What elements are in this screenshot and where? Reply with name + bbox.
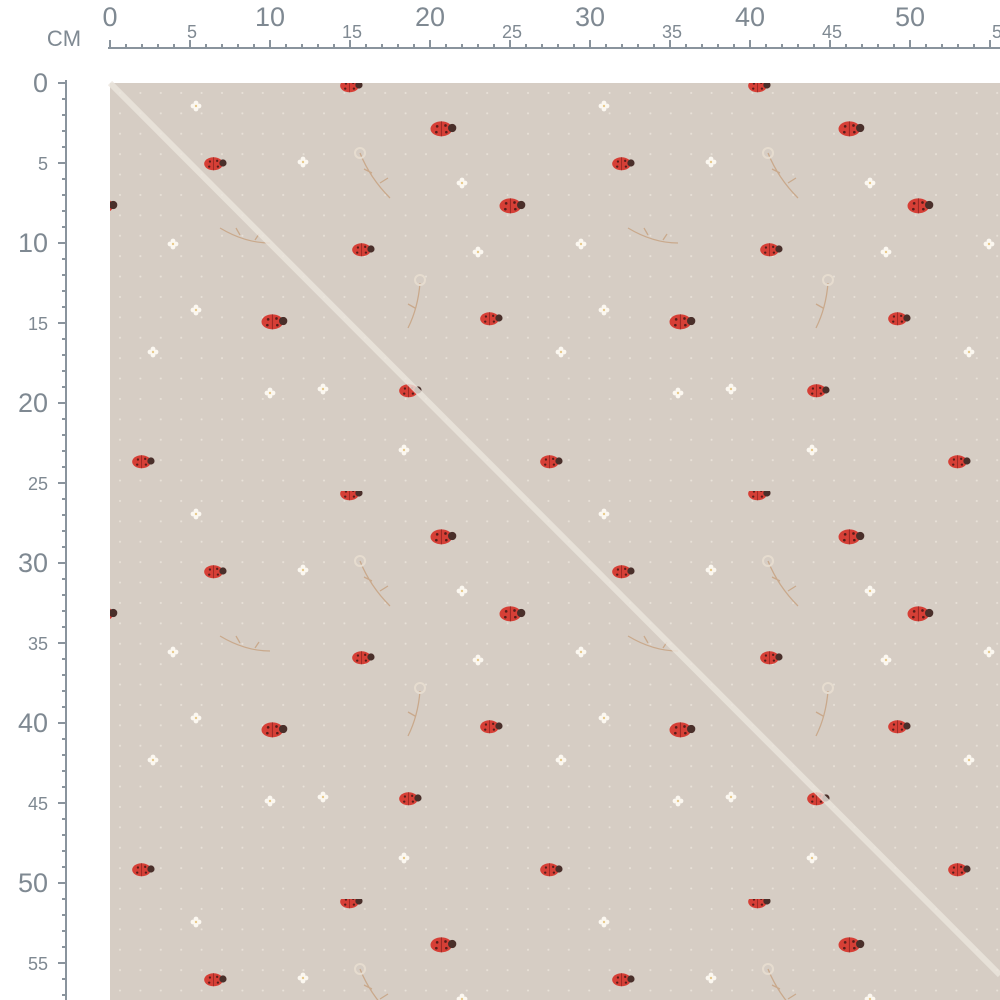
left-ruler-label: 35 xyxy=(28,634,48,654)
fabric xyxy=(107,80,1000,1000)
left-ruler-label: 45 xyxy=(28,794,48,814)
top-ruler-label: 35 xyxy=(662,22,682,42)
top-ruler-label: 40 xyxy=(735,2,765,32)
left-ruler-label: 30 xyxy=(18,548,48,578)
left-ruler-label: 5 xyxy=(38,154,48,174)
left-ruler-label: 10 xyxy=(18,228,48,258)
top-ruler-label: 10 xyxy=(255,2,285,32)
top-ruler: 0 5 10 15 20 25 30 35 40 45 50 55 xyxy=(102,2,1000,49)
left-ruler-label: 20 xyxy=(18,388,48,418)
left-ruler-label: 50 xyxy=(18,868,48,898)
left-ruler-label: 55 xyxy=(28,954,48,974)
top-ruler-label: 55 xyxy=(992,22,1000,42)
left-ruler-label: 25 xyxy=(28,474,48,494)
top-ruler-label: 30 xyxy=(575,2,605,32)
left-ruler-label: 40 xyxy=(18,708,48,738)
top-ruler-label: 20 xyxy=(415,2,445,32)
top-ruler-label: 25 xyxy=(502,22,522,42)
unit-label: CM xyxy=(47,26,81,51)
top-ruler-label: 0 xyxy=(102,2,117,32)
top-ruler-label: 15 xyxy=(342,22,362,42)
top-ruler-label: 50 xyxy=(895,2,925,32)
left-ruler-label: 15 xyxy=(28,314,48,334)
left-ruler: 0 5 10 15 20 25 30 35 40 45 50 55 xyxy=(18,68,67,1000)
top-ruler-label: 5 xyxy=(187,22,197,42)
left-ruler-label: 0 xyxy=(33,68,48,98)
top-ruler-label: 45 xyxy=(822,22,842,42)
